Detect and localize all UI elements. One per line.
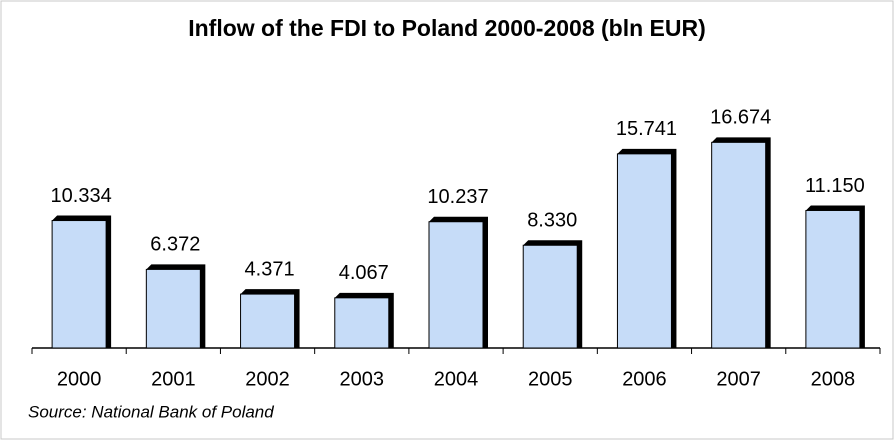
x-tick-label: 2002 bbox=[245, 368, 290, 390]
x-tick-label: 2004 bbox=[434, 368, 479, 390]
x-tick-label: 2006 bbox=[622, 368, 667, 390]
bar bbox=[711, 137, 771, 349]
bar bbox=[522, 240, 583, 349]
bar bbox=[240, 289, 300, 349]
bar-face bbox=[805, 209, 861, 349]
bar-face bbox=[616, 153, 672, 349]
bar bbox=[428, 216, 488, 349]
value-label: 10.334 bbox=[51, 185, 112, 207]
bar-face bbox=[711, 141, 767, 349]
chart-title: Inflow of the FDI to Poland 2000-2008 (b… bbox=[188, 15, 706, 41]
value-label: 15.741 bbox=[616, 118, 677, 140]
x-tick-label: 2005 bbox=[528, 368, 573, 390]
bar bbox=[334, 292, 394, 349]
bar-face bbox=[334, 297, 390, 349]
bar-face bbox=[145, 268, 201, 349]
value-label: 4.067 bbox=[339, 262, 389, 284]
value-label: 11.150 bbox=[805, 175, 865, 197]
x-tick-label: 2007 bbox=[716, 368, 761, 390]
bar bbox=[805, 205, 865, 349]
bar bbox=[51, 215, 112, 349]
x-tick-label: 2003 bbox=[340, 368, 385, 390]
bar-face bbox=[428, 221, 484, 349]
value-label: 16.674 bbox=[710, 107, 771, 129]
value-label: 10.237 bbox=[427, 186, 488, 208]
x-tick-label: 2008 bbox=[811, 368, 856, 390]
value-label: 6.372 bbox=[150, 234, 200, 256]
bar bbox=[616, 148, 677, 349]
value-label: 4.371 bbox=[245, 258, 295, 280]
x-tick-label: 2000 bbox=[57, 368, 102, 390]
x-tick-label: 2001 bbox=[151, 368, 196, 390]
bar-face bbox=[240, 293, 296, 349]
bar bbox=[145, 264, 206, 349]
value-label: 8.330 bbox=[527, 210, 577, 232]
source-note: Source: National Bank of Poland bbox=[28, 402, 274, 421]
bar-face bbox=[51, 220, 107, 349]
bar-face bbox=[522, 244, 578, 349]
